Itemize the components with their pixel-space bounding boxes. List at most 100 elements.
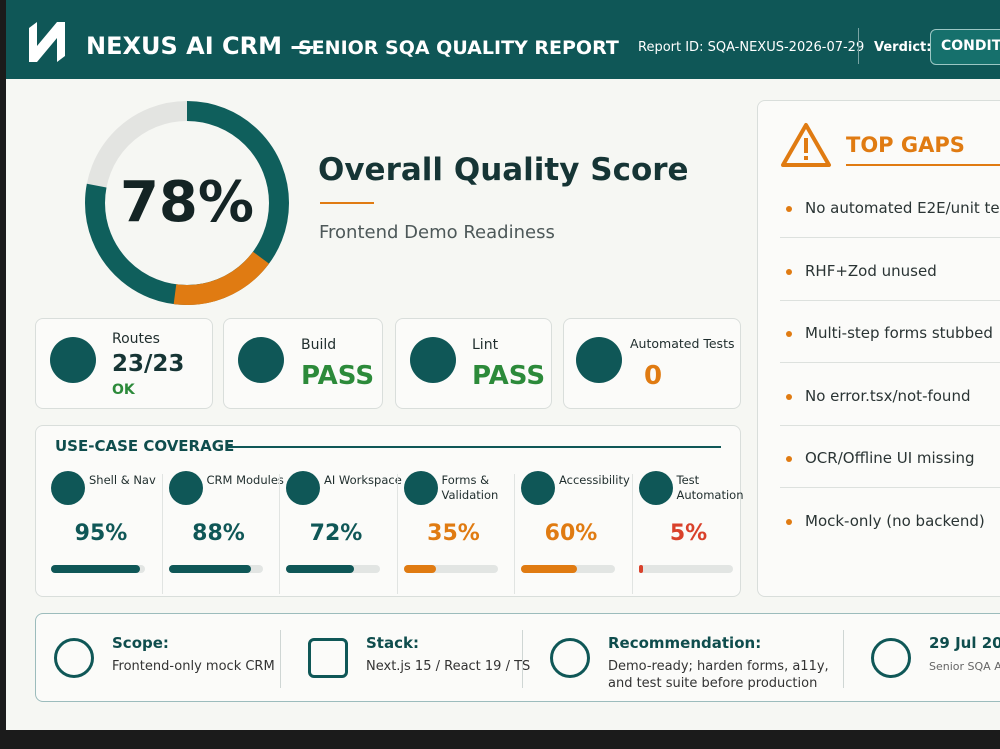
- gap-item: No automated E2E/unit tests: [786, 199, 1000, 217]
- progress-bar: [403, 565, 437, 573]
- stat-icon: [238, 337, 284, 383]
- coverage-icon: [51, 471, 85, 505]
- footer-icon: [308, 638, 348, 678]
- coverage-value: 35%: [427, 521, 480, 546]
- logo: [29, 22, 65, 62]
- gap-separator: [780, 362, 1000, 363]
- progress-track: [286, 565, 380, 573]
- footer-section: Scope: Frontend-only mock CRM: [38, 614, 288, 702]
- header: NEXUS AI CRM — SENIOR SQA QUALITY REPORT…: [6, 0, 1000, 79]
- footer-text: Next.js 15 / React 19 / TS: [366, 659, 531, 674]
- footer-card: Scope: Frontend-only mock CRM Stack: Next.j…: [35, 613, 1000, 702]
- gap-item: RHF+Zod unused: [786, 262, 1000, 280]
- gap-item: No error.tsx/not-found: [786, 387, 1000, 405]
- footer-title: Recommendation:: [608, 634, 762, 652]
- score-gauge: 78%: [85, 101, 289, 305]
- frame: [0, 730, 1000, 749]
- coverage-value: 88%: [192, 521, 245, 546]
- coverage-name: Forms & Validation: [441, 473, 499, 502]
- progress-track: [51, 565, 145, 573]
- coverage-title: USE-CASE COVERAGE: [55, 437, 235, 455]
- col-divider: [279, 474, 280, 594]
- footer-section: Recommendation: Demo-ready; harden forms,…: [534, 614, 854, 702]
- coverage-item: AI Workspace 72%: [286, 471, 402, 591]
- col-divider: [161, 474, 163, 594]
- footer-section: Stack: Next.js 15 / React 19 / TS: [292, 614, 542, 702]
- coverage-name: CRM Modules: [206, 473, 284, 487]
- gap-separator: [780, 424, 1000, 426]
- coverage-card: USE-CASE COVERAGE Shell & Nav 95% CRM Modu…: [35, 425, 743, 597]
- score-subtitle: Frontend Demo Readiness: [319, 222, 555, 243]
- coverage-item: Forms & Validation 35%: [403, 471, 520, 591]
- stat-value: PASS: [472, 361, 546, 391]
- coverage-item: Test Automation 5%: [638, 471, 755, 591]
- coverage-icon: [638, 471, 673, 505]
- footer-divider: [280, 630, 281, 688]
- title-rule: [228, 446, 721, 448]
- stat-card: Lint PASS: [395, 318, 552, 409]
- coverage-icon: [286, 471, 320, 505]
- col-divider: [396, 474, 398, 594]
- footer-icon: [54, 638, 94, 678]
- col-divider: [514, 474, 515, 594]
- progress-bar: [51, 565, 141, 573]
- report-id: Report ID: SQA-NEXUS-2026-07-29: [638, 40, 865, 55]
- coverage-name: Test Automation: [676, 473, 744, 502]
- report: NEXUS AI CRM — SENIOR SQA QUALITY REPORT…: [6, 0, 1000, 730]
- stat-card: Routes 23/23 OK: [35, 318, 213, 409]
- gap-item: OCR/Offline UI missing: [786, 449, 1000, 467]
- coverage-value: 95%: [74, 521, 128, 546]
- coverage-icon: [521, 471, 555, 505]
- stat-value: PASS: [301, 361, 375, 391]
- stat-card: Automated Tests 0: [563, 318, 741, 409]
- progress-bar: [638, 565, 644, 573]
- gap-separator: [780, 299, 1000, 301]
- progress-track: [521, 565, 615, 573]
- footer-section: 29 Jul 202 Senior SQA Ass: [855, 614, 1000, 702]
- progress-track: [638, 565, 733, 573]
- coverage-value: 60%: [544, 521, 598, 546]
- coverage-name: AI Workspace: [324, 473, 402, 487]
- stat-card: Build PASS: [223, 318, 383, 409]
- warning-icon: [781, 123, 831, 167]
- verdict-label: Verdict:: [874, 40, 932, 55]
- progress-track: [168, 565, 263, 573]
- gauge-accent: [85, 101, 289, 305]
- stat-icon: [410, 337, 456, 383]
- stat-label: Automated Tests: [630, 336, 735, 351]
- footer-divider: [522, 630, 523, 688]
- progress-bar: [168, 565, 252, 573]
- footer-text: Demo-ready; harden forms, a11y, and test…: [608, 659, 829, 691]
- footer-title: Stack:: [366, 634, 419, 652]
- gap-separator: [780, 487, 1000, 488]
- footer-icon: [550, 638, 590, 678]
- coverage-name: Shell & Nav: [89, 473, 156, 487]
- coverage-icon: [168, 471, 203, 505]
- stat-label: Build: [301, 337, 337, 353]
- coverage-item: Shell & Nav 95%: [51, 471, 167, 591]
- coverage-value: 72%: [309, 521, 363, 546]
- header-subtitle: SENIOR SQA QUALITY REPORT: [298, 37, 619, 59]
- stat-value: 23/23: [112, 351, 185, 377]
- stat-note: OK: [112, 382, 135, 398]
- gap-item: Mock-only (no backend): [786, 512, 1000, 530]
- coverage-icon: [403, 471, 438, 505]
- gap-separator: [780, 237, 1000, 238]
- coverage-item: Accessibility 60%: [521, 471, 637, 591]
- accent-line: [320, 202, 374, 204]
- col-divider: [631, 474, 633, 594]
- verdict-badge[interactable]: CONDITION: [930, 29, 1000, 65]
- footer-text: Senior SQA Ass: [929, 660, 1000, 673]
- gaps-rule: [846, 164, 1000, 166]
- gaps-title: TOP GAPS: [846, 133, 965, 157]
- coverage-name: Accessibility: [559, 473, 630, 487]
- stat-icon: [50, 337, 96, 383]
- footer-divider: [843, 630, 844, 688]
- progress-bar: [286, 565, 354, 573]
- progress-track: [403, 565, 498, 573]
- gaps-card: TOP GAPS No automated E2E/unit tests RHF+…: [757, 100, 1000, 597]
- coverage-value: 5%: [669, 521, 708, 546]
- footer-icon: [871, 638, 911, 678]
